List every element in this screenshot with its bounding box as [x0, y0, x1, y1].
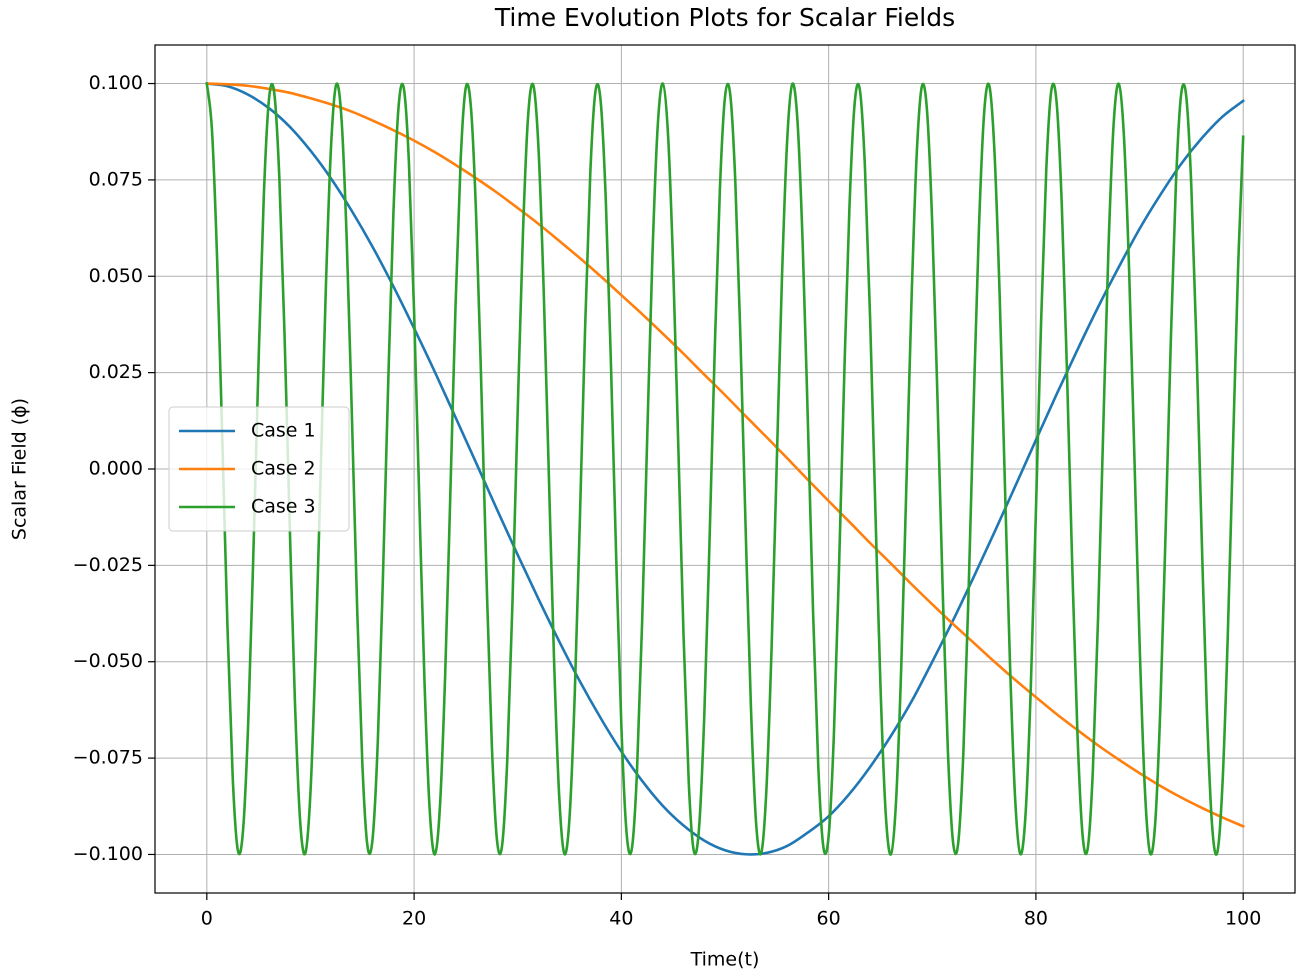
x-tick-label: 60	[817, 908, 841, 930]
legend-label: Case 2	[251, 458, 316, 480]
legend-label: Case 3	[251, 496, 316, 518]
x-tick-label: 80	[1024, 908, 1048, 930]
y-tick-label: 0.075	[89, 168, 143, 190]
x-tick-label: 0	[201, 908, 213, 930]
data-line	[205, 82, 1245, 856]
x-tick-label: 100	[1225, 908, 1261, 930]
y-tick-label: 0.050	[89, 265, 143, 287]
y-tick-label: −0.050	[73, 650, 143, 672]
data-line	[205, 82, 1246, 856]
y-tick-label: −0.025	[73, 554, 143, 576]
legend-label: Case 1	[251, 420, 316, 442]
y-tick-label: −0.100	[73, 843, 143, 865]
y-tick-label: −0.075	[73, 747, 143, 769]
data-line	[205, 82, 1245, 829]
y-tick-label: 0.025	[89, 361, 143, 383]
y-axis-label: Scalar Field (ϕ)	[9, 398, 31, 540]
y-tick-label: 0.100	[89, 72, 143, 94]
legend-box	[168, 406, 350, 532]
x-tick-label: 20	[402, 908, 426, 930]
y-tick-label: 0.000	[89, 458, 143, 480]
x-tick-label: 40	[609, 908, 633, 930]
x-axis-label: Time(t)	[690, 949, 760, 971]
chart-title: Time Evolution Plots for Scalar Fields	[494, 3, 955, 32]
plot-frame	[154, 44, 1296, 894]
